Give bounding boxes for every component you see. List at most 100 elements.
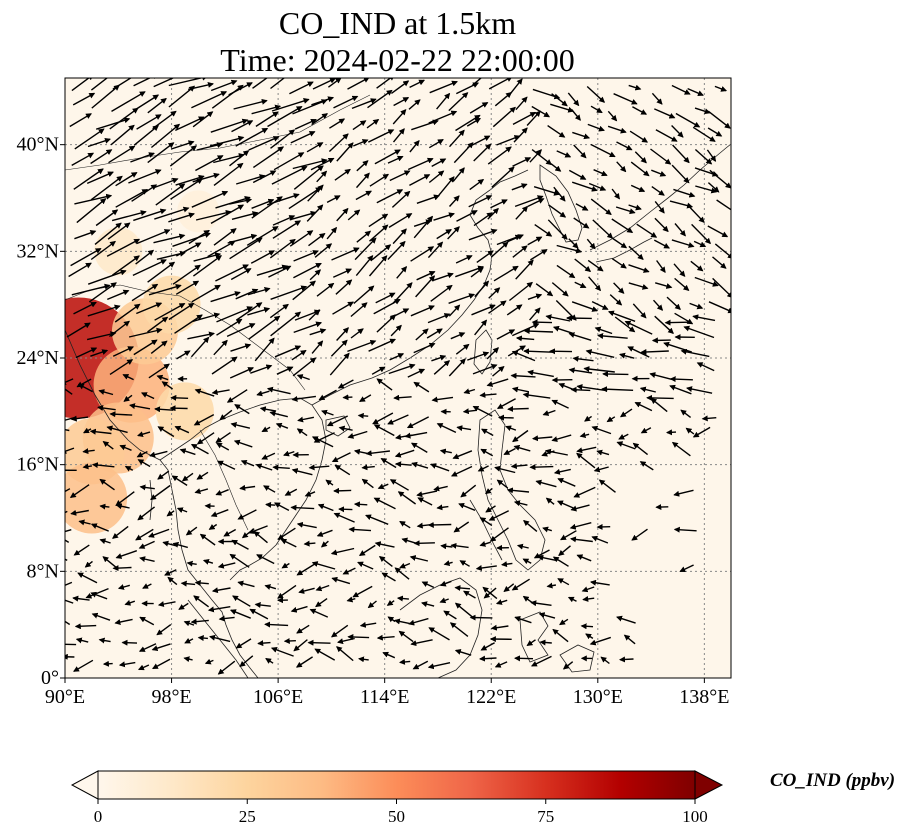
wind-vector-454: [552, 325, 573, 334]
wind-vector-645: [410, 442, 428, 454]
wind-vector-818: [378, 555, 393, 567]
wind-vector-181: [389, 170, 411, 182]
wind-vector-195: [673, 188, 696, 198]
wind-vector-640: [311, 436, 334, 448]
wind-vector-241: [272, 215, 296, 226]
wind-vector-335: [172, 264, 201, 285]
wind-vector-57: [550, 103, 575, 113]
wind-vector-102: [133, 124, 159, 146]
wind-vector-726: [265, 501, 276, 508]
wind-vector-637: [261, 452, 276, 460]
wind-vector-221: [527, 198, 545, 208]
wind-vector-123: [556, 150, 572, 158]
wind-vector-222: [548, 204, 567, 218]
wind-vector-212: [355, 190, 372, 201]
wind-vector-710: [507, 487, 530, 494]
wind-vector-711: [535, 479, 557, 488]
wind-vector-182: [409, 174, 431, 187]
lon-tick-label-1: 98°E: [151, 686, 191, 708]
wind-vector-817: [357, 561, 374, 570]
wind-vector-932: [428, 627, 450, 641]
wind-vector-245: [347, 209, 361, 221]
wind-vector-938: [552, 628, 569, 643]
wind-vector-255: [547, 219, 568, 240]
wind-vector-328: [690, 260, 704, 272]
wind-vector-864: [178, 602, 189, 610]
wind-vector-663: [157, 470, 170, 480]
wind-vector-413: [410, 305, 435, 317]
wind-vector-615: [481, 428, 494, 437]
wind-vector-527: [696, 362, 715, 372]
wind-vector-0: [71, 78, 94, 92]
wind-vector-425: [654, 315, 674, 334]
latitude-ticks: 0° 8°N 16°N 24°N 32°N 40°N: [17, 134, 65, 689]
colorbar-tick-label-0: 0: [94, 807, 103, 826]
wind-vector-811: [229, 553, 250, 568]
wind-vector-295: [693, 240, 707, 248]
wind-vector-572: [269, 410, 288, 418]
wind-vector-494: [680, 348, 710, 358]
wind-vector-618: [532, 435, 553, 442]
wind-vector-570: [234, 404, 250, 415]
wind-vector-85: [455, 114, 481, 132]
wind-vector-417: [488, 300, 507, 314]
lon-tick-label-4: 122°E: [466, 686, 516, 708]
wind-vector-585: [542, 409, 556, 416]
wind-vector-921: [209, 634, 231, 643]
colorbar-bar: [97, 770, 696, 800]
wind-vector-742: [570, 504, 590, 512]
wind-vector-32: [714, 85, 728, 92]
wind-vector-594: [65, 428, 70, 432]
wind-vector-410: [350, 302, 368, 318]
wind-vector-650: [513, 444, 531, 452]
wind-vector-552: [522, 392, 551, 399]
lat-tick-label-2: 16°N: [17, 454, 59, 476]
wind-vector-750: [185, 526, 198, 536]
wind-vector-390: [609, 294, 623, 306]
wind-vector-94: [629, 130, 649, 143]
wind-vector-714: [598, 479, 616, 493]
wind-vector-83: [411, 119, 439, 131]
wind-vector-51: [436, 92, 451, 110]
wind-vector-72: [192, 111, 214, 128]
wind-vector-264: [74, 230, 97, 240]
wind-vector-148: [387, 155, 404, 164]
wind-vector-696: [239, 484, 256, 491]
wind-vector-234: [133, 208, 167, 222]
wind-vector-65: [707, 110, 731, 129]
wind-vector-841: [277, 584, 297, 599]
wind-vector-957: [358, 656, 369, 663]
wind-vector-121: [513, 127, 528, 143]
wind-vector-808: [186, 560, 197, 567]
wind-vector-654: [596, 449, 610, 456]
wind-vector-433: [147, 316, 169, 333]
wind-vector-944: [102, 660, 113, 667]
wind-vector-646: [439, 448, 452, 455]
wind-vector-120: [496, 135, 521, 146]
wind-vector-687: [65, 488, 71, 493]
wind-vector-546: [413, 381, 430, 393]
wind-vector-859: [72, 595, 90, 602]
wind-vector-243: [306, 204, 324, 222]
wind-vector-12: [312, 78, 337, 90]
wind-vector-789: [358, 544, 376, 556]
wind-vector-47: [351, 98, 377, 110]
wind-vector-403: [216, 306, 254, 323]
wind-vector-307: [269, 238, 296, 259]
wind-vector-924: [283, 637, 296, 644]
wind-vector-112: [328, 133, 349, 153]
wind-vector-834: [142, 583, 152, 589]
wind-vector-308: [293, 250, 319, 262]
wind-vector-708: [485, 487, 493, 495]
wind-vector-677: [430, 463, 450, 472]
wind-vector-961: [427, 662, 451, 670]
wind-vector-345: [368, 255, 388, 277]
wind-vector-885: [65, 620, 71, 626]
wind-vector-545: [393, 394, 412, 401]
wind-vector-717: [70, 509, 89, 516]
wind-vector-713: [573, 486, 596, 498]
wind-vector-445: [390, 324, 402, 337]
wind-vector-118: [448, 129, 465, 148]
wind-vector-674: [380, 458, 397, 469]
wind-vector-227: [654, 200, 665, 214]
